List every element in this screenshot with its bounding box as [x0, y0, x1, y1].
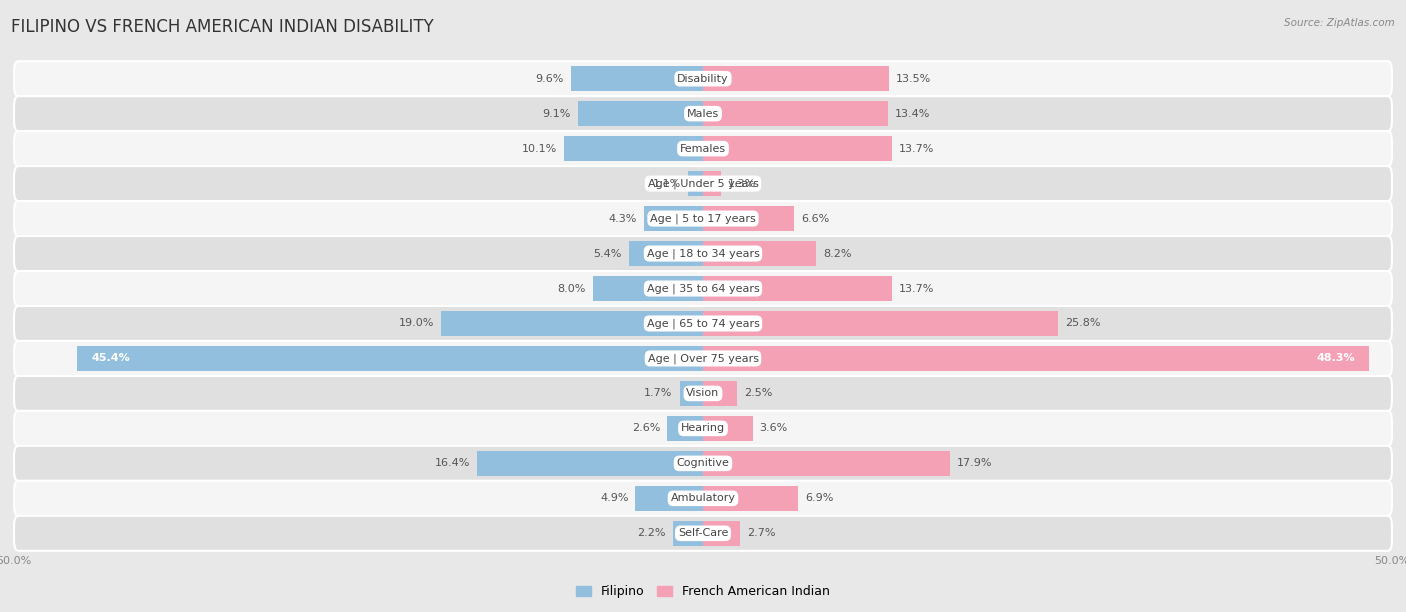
- Text: 19.0%: 19.0%: [399, 318, 434, 329]
- Bar: [636, 486, 703, 511]
- Text: FILIPINO VS FRENCH AMERICAN INDIAN DISABILITY: FILIPINO VS FRENCH AMERICAN INDIAN DISAB…: [11, 18, 434, 36]
- Bar: [703, 171, 721, 196]
- Text: 4.3%: 4.3%: [609, 214, 637, 223]
- Bar: [703, 381, 738, 406]
- FancyBboxPatch shape: [14, 236, 1392, 271]
- Text: 5.4%: 5.4%: [593, 248, 621, 258]
- Bar: [703, 311, 1059, 336]
- Bar: [703, 276, 891, 301]
- Bar: [703, 346, 1368, 371]
- Text: Age | 18 to 34 years: Age | 18 to 34 years: [647, 248, 759, 259]
- Text: 2.5%: 2.5%: [744, 389, 773, 398]
- Bar: [688, 171, 703, 196]
- Bar: [672, 521, 703, 546]
- Text: Age | Over 75 years: Age | Over 75 years: [648, 353, 758, 364]
- Text: Self-Care: Self-Care: [678, 528, 728, 539]
- FancyBboxPatch shape: [14, 411, 1392, 446]
- Text: 4.9%: 4.9%: [600, 493, 628, 503]
- Legend: Filipino, French American Indian: Filipino, French American Indian: [571, 580, 835, 603]
- Bar: [571, 66, 703, 91]
- Text: 6.6%: 6.6%: [801, 214, 830, 223]
- Bar: [441, 311, 703, 336]
- Bar: [77, 346, 703, 371]
- Text: 48.3%: 48.3%: [1316, 354, 1355, 364]
- Text: Hearing: Hearing: [681, 424, 725, 433]
- Text: 2.6%: 2.6%: [631, 424, 661, 433]
- Text: Males: Males: [688, 109, 718, 119]
- Text: Ambulatory: Ambulatory: [671, 493, 735, 503]
- Text: 45.4%: 45.4%: [91, 354, 129, 364]
- Text: Disability: Disability: [678, 73, 728, 84]
- Bar: [578, 101, 703, 126]
- Text: Vision: Vision: [686, 389, 720, 398]
- Text: 9.6%: 9.6%: [536, 73, 564, 84]
- Text: 16.4%: 16.4%: [434, 458, 470, 468]
- Text: 8.2%: 8.2%: [823, 248, 852, 258]
- Text: 13.7%: 13.7%: [898, 144, 934, 154]
- Text: 13.7%: 13.7%: [898, 283, 934, 294]
- FancyBboxPatch shape: [14, 481, 1392, 516]
- FancyBboxPatch shape: [14, 306, 1392, 341]
- Bar: [703, 206, 794, 231]
- FancyBboxPatch shape: [14, 271, 1392, 306]
- Text: 8.0%: 8.0%: [558, 283, 586, 294]
- Text: Age | 35 to 64 years: Age | 35 to 64 years: [647, 283, 759, 294]
- Bar: [644, 206, 703, 231]
- Text: Cognitive: Cognitive: [676, 458, 730, 468]
- FancyBboxPatch shape: [14, 96, 1392, 131]
- Text: 1.7%: 1.7%: [644, 389, 672, 398]
- FancyBboxPatch shape: [14, 341, 1392, 376]
- Bar: [703, 416, 752, 441]
- Bar: [477, 451, 703, 476]
- Bar: [628, 241, 703, 266]
- Text: 25.8%: 25.8%: [1066, 318, 1101, 329]
- Bar: [668, 416, 703, 441]
- FancyBboxPatch shape: [14, 61, 1392, 96]
- Text: 1.3%: 1.3%: [728, 179, 756, 188]
- Text: Age | 65 to 74 years: Age | 65 to 74 years: [647, 318, 759, 329]
- Bar: [703, 101, 887, 126]
- Text: 2.7%: 2.7%: [747, 528, 776, 539]
- FancyBboxPatch shape: [14, 446, 1392, 481]
- FancyBboxPatch shape: [14, 516, 1392, 551]
- Bar: [703, 521, 740, 546]
- Text: Females: Females: [681, 144, 725, 154]
- Text: 13.4%: 13.4%: [894, 109, 929, 119]
- FancyBboxPatch shape: [14, 201, 1392, 236]
- Text: 13.5%: 13.5%: [896, 73, 931, 84]
- Text: Age | Under 5 years: Age | Under 5 years: [648, 178, 758, 189]
- Text: 1.1%: 1.1%: [652, 179, 681, 188]
- FancyBboxPatch shape: [14, 376, 1392, 411]
- Bar: [703, 241, 815, 266]
- Bar: [564, 136, 703, 161]
- Bar: [679, 381, 703, 406]
- FancyBboxPatch shape: [14, 131, 1392, 166]
- Bar: [703, 66, 889, 91]
- Bar: [703, 486, 799, 511]
- Bar: [703, 136, 891, 161]
- Text: Age | 5 to 17 years: Age | 5 to 17 years: [650, 214, 756, 224]
- Text: 10.1%: 10.1%: [522, 144, 557, 154]
- Text: 6.9%: 6.9%: [806, 493, 834, 503]
- Text: Source: ZipAtlas.com: Source: ZipAtlas.com: [1284, 18, 1395, 28]
- FancyBboxPatch shape: [14, 166, 1392, 201]
- Text: 2.2%: 2.2%: [637, 528, 666, 539]
- Text: 9.1%: 9.1%: [543, 109, 571, 119]
- Text: 3.6%: 3.6%: [759, 424, 787, 433]
- Bar: [703, 451, 949, 476]
- Bar: [593, 276, 703, 301]
- Text: 17.9%: 17.9%: [956, 458, 993, 468]
